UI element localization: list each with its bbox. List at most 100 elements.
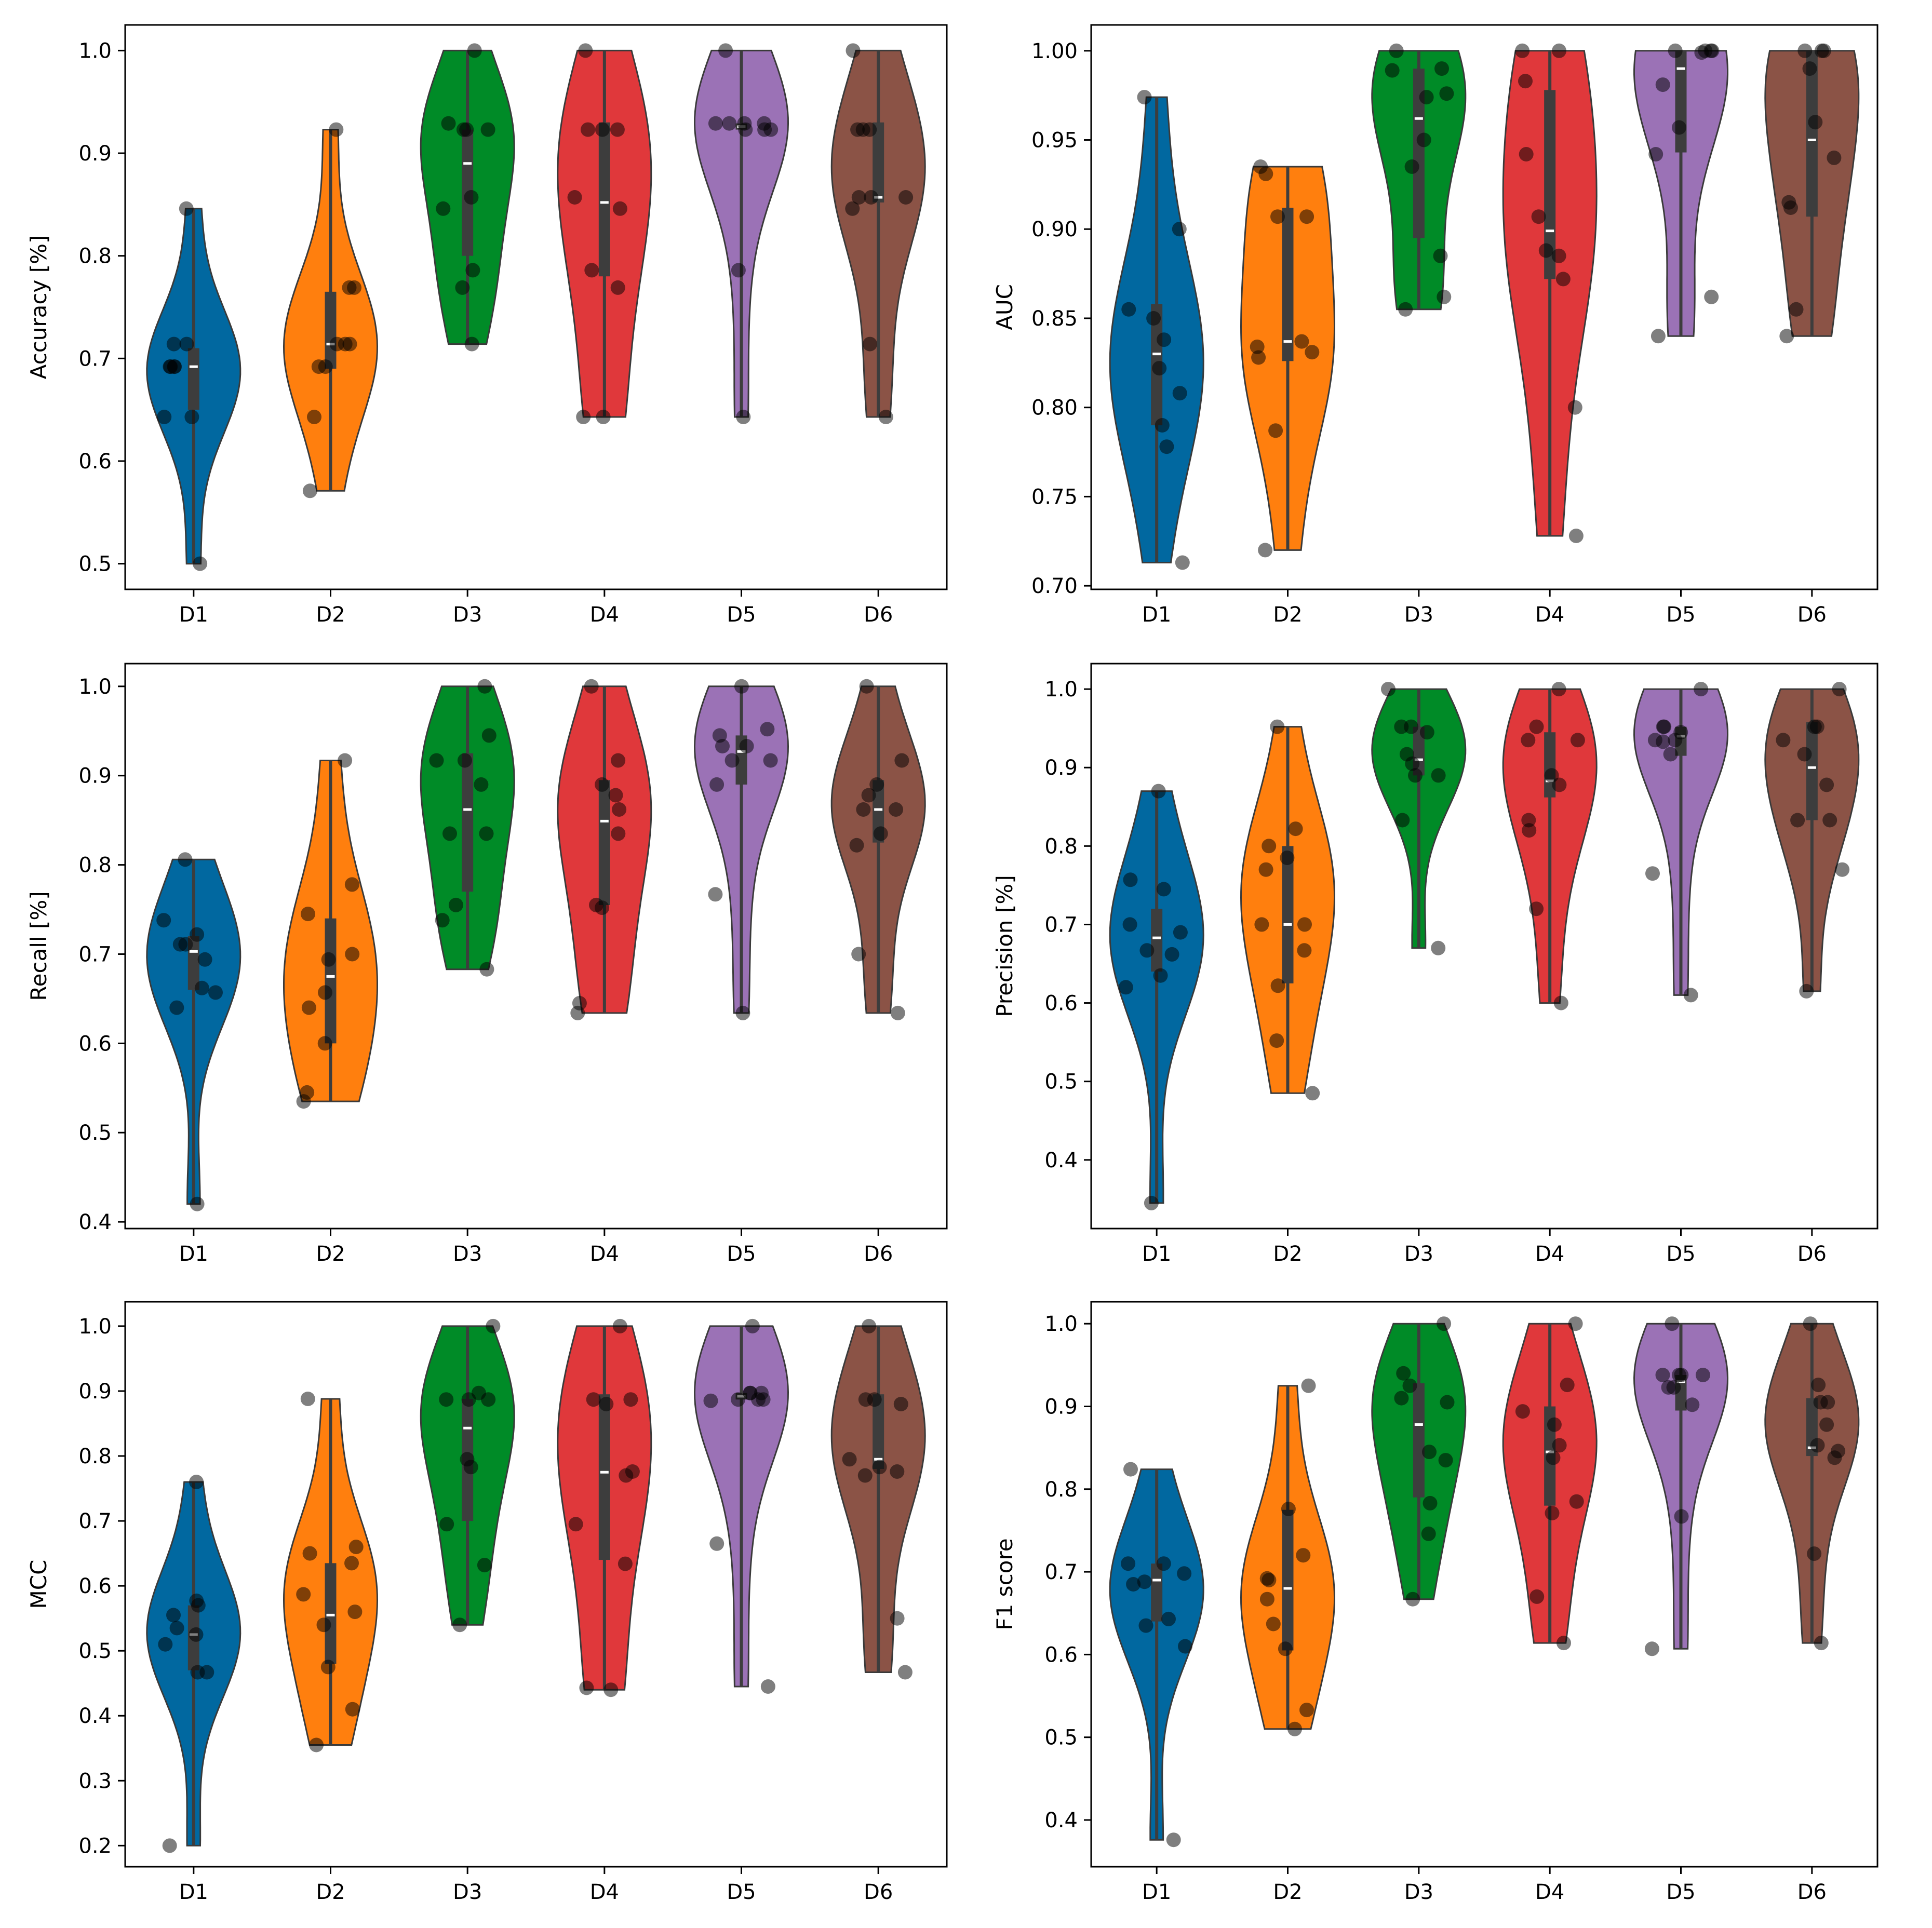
- data-point: [1395, 813, 1410, 828]
- y-tick-label: 0.8: [78, 1445, 112, 1468]
- iqr-box-D3: [1413, 1383, 1425, 1498]
- data-point: [169, 1000, 184, 1015]
- data-point: [1259, 1592, 1274, 1607]
- data-point: [1440, 1395, 1455, 1410]
- data-point: [1694, 682, 1709, 697]
- data-point: [302, 483, 317, 498]
- data-point: [736, 410, 751, 424]
- data-point: [1656, 734, 1671, 749]
- data-point: [1297, 917, 1312, 932]
- data-point: [1405, 1592, 1420, 1607]
- data-point: [1557, 1636, 1571, 1651]
- data-point: [190, 927, 205, 942]
- data-point: [1779, 329, 1794, 344]
- x-tick-label: D4: [590, 1880, 619, 1904]
- data-point: [1555, 272, 1571, 287]
- data-point: [481, 728, 497, 743]
- x-tick-label: D4: [590, 603, 619, 627]
- iqr-box-D4: [598, 1394, 610, 1560]
- data-point: [595, 900, 610, 915]
- data-point: [618, 1556, 633, 1571]
- data-point: [193, 556, 208, 571]
- y-tick-label: 0.85: [1031, 307, 1078, 331]
- data-point: [448, 897, 463, 912]
- data-point: [1819, 1417, 1834, 1432]
- y-tick-label: 0.7: [1044, 1560, 1078, 1584]
- data-point: [1797, 43, 1813, 58]
- x-tick-label: D2: [316, 603, 345, 627]
- data-point: [863, 336, 877, 352]
- data-point: [1552, 43, 1566, 58]
- y-tick-label: 0.6: [78, 1032, 112, 1056]
- data-point: [158, 1637, 173, 1652]
- y-tick-label: 0.8: [1044, 1478, 1078, 1502]
- data-point: [708, 887, 723, 902]
- data-point: [873, 826, 888, 841]
- data-point: [745, 1318, 760, 1333]
- data-point: [1802, 61, 1817, 76]
- data-point: [857, 1468, 873, 1483]
- data-point: [846, 43, 861, 58]
- data-point: [1683, 988, 1698, 1003]
- iqr-box-D2: [325, 1563, 337, 1664]
- iqr-box-D6: [1806, 50, 1818, 217]
- data-point: [619, 1468, 634, 1483]
- data-point: [579, 1680, 594, 1695]
- data-point: [1404, 719, 1418, 734]
- y-tick-label: 0.3: [78, 1769, 112, 1793]
- data-point: [178, 852, 193, 867]
- data-point: [1807, 1546, 1822, 1561]
- plot-area: [124, 24, 948, 590]
- data-point: [596, 410, 611, 424]
- data-point: [347, 1605, 363, 1620]
- data-point: [623, 1392, 638, 1407]
- x-tick-label: D5: [1666, 1880, 1695, 1904]
- data-point: [317, 1036, 332, 1051]
- data-point: [1262, 839, 1277, 854]
- data-point: [311, 359, 326, 374]
- x-tick-label: D6: [864, 603, 893, 627]
- data-point: [1431, 940, 1446, 955]
- data-point: [612, 1318, 627, 1333]
- data-point: [477, 1558, 492, 1573]
- data-point: [1790, 813, 1805, 828]
- data-point: [1776, 733, 1791, 748]
- x-tick-label: D2: [316, 1242, 345, 1266]
- data-point: [1530, 1589, 1545, 1604]
- data-point: [301, 1000, 316, 1015]
- data-point: [309, 1737, 324, 1752]
- data-point: [1172, 222, 1187, 237]
- data-point: [321, 952, 336, 967]
- data-point: [731, 263, 746, 278]
- data-point: [1258, 166, 1273, 181]
- data-point: [1810, 1438, 1825, 1453]
- iqr-box-D2: [1282, 846, 1294, 983]
- plot-area: [1090, 24, 1879, 590]
- iqr-box-D1: [1151, 909, 1163, 972]
- data-point: [190, 1665, 205, 1680]
- y-axis-label: F1 score: [992, 1538, 1017, 1630]
- data-point: [1258, 862, 1273, 877]
- data-point: [1280, 851, 1295, 865]
- data-point: [1422, 1445, 1437, 1460]
- x-tick-label: D2: [1273, 1242, 1302, 1266]
- data-point: [439, 1392, 454, 1407]
- data-point: [1139, 943, 1155, 958]
- data-point: [1655, 77, 1670, 92]
- data-point: [894, 753, 909, 768]
- data-point: [1394, 1391, 1409, 1406]
- x-tick-label: D3: [453, 1242, 482, 1266]
- data-point: [1419, 90, 1434, 105]
- data-point: [208, 985, 223, 1000]
- y-tick-label: 0.4: [1044, 1809, 1078, 1832]
- iqr-box-D6: [873, 122, 884, 203]
- x-tick-label: D6: [864, 1242, 893, 1266]
- data-point: [1832, 682, 1847, 697]
- y-tick-label: 0.5: [78, 552, 112, 576]
- y-tick-label: 0.9: [78, 764, 112, 788]
- iqr-box-D4: [598, 780, 610, 905]
- plot-area: [124, 1301, 948, 1868]
- data-point: [1568, 1316, 1583, 1331]
- data-point: [1822, 813, 1837, 828]
- data-point: [856, 802, 871, 817]
